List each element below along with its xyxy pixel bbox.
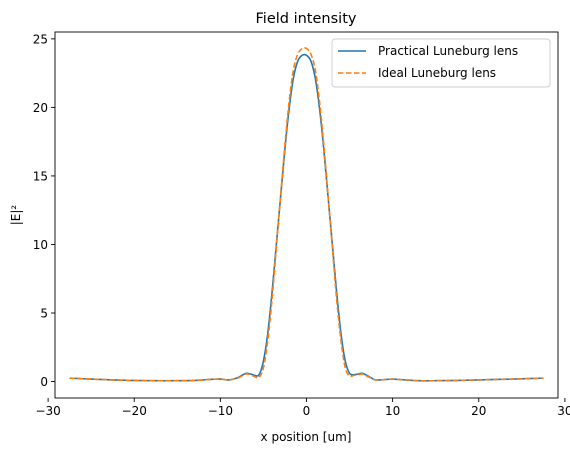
legend-label-ideal: Ideal Luneburg lens [378, 66, 496, 80]
y-tick-label: 25 [33, 32, 48, 46]
y-tick-label: 0 [40, 375, 48, 389]
x-tick-label: 30 [557, 404, 570, 418]
y-tick-label: 20 [33, 101, 48, 115]
series-line-ideal [69, 46, 544, 382]
x-tick-label: −10 [208, 404, 233, 418]
x-tick-label: 20 [471, 404, 486, 418]
x-axis-ticks: −30 −20 −10 0 10 20 30 [35, 398, 570, 418]
legend: Practical Luneburg lens Ideal Luneburg l… [331, 38, 551, 88]
y-tick-label: 10 [33, 238, 48, 252]
y-axis-ticks: 0 5 10 15 20 25 [33, 32, 55, 389]
series-line-practical [69, 53, 544, 382]
y-tick-label: 15 [33, 169, 48, 183]
x-tick-label: −30 [35, 404, 60, 418]
x-tick-label: −20 [122, 404, 147, 418]
y-tick-label: 5 [40, 307, 48, 321]
legend-box [331, 38, 551, 88]
chart-title: Field intensity [256, 11, 357, 27]
x-tick-label: 0 [303, 404, 311, 418]
y-axis-label: |E|² [9, 205, 23, 226]
series-layer [69, 46, 544, 382]
x-axis-label: x position [um] [261, 430, 352, 444]
legend-label-practical: Practical Luneburg lens [378, 44, 518, 58]
x-tick-label: 10 [385, 404, 400, 418]
